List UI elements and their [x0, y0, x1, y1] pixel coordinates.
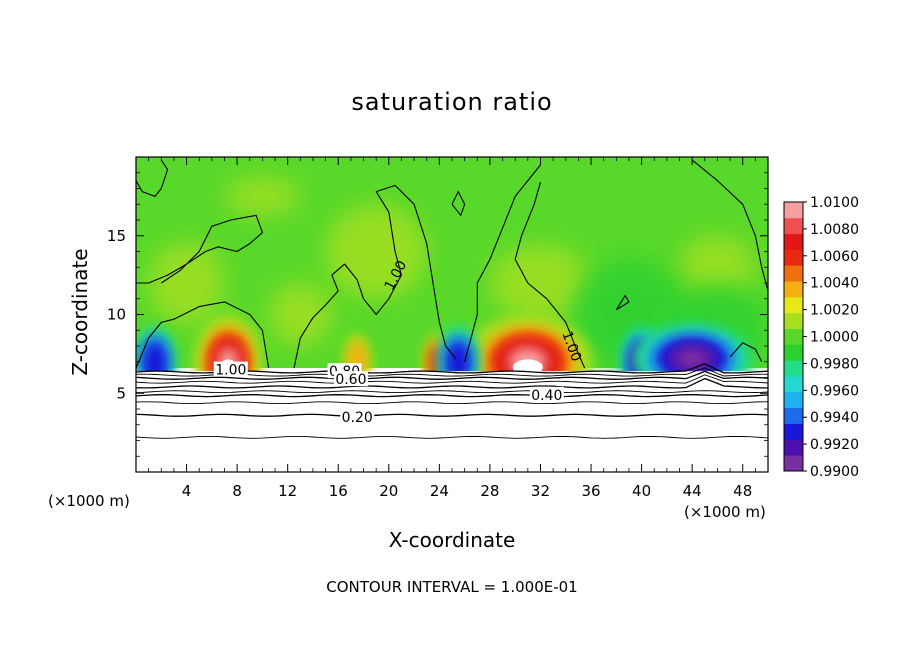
- field-patch: [679, 235, 756, 299]
- y-tick-label: 5: [116, 384, 126, 402]
- colorbar-swatch: [784, 328, 803, 345]
- contour-line-1.00: [514, 182, 586, 369]
- colorbar-tick-label: 1.0100: [810, 195, 859, 211]
- svg-text:0.60: 0.60: [335, 372, 366, 388]
- colorbar-tick-label: 1.0020: [810, 303, 859, 319]
- contour-line: [136, 435, 768, 439]
- colorbar-tick-label: 0.9980: [810, 356, 859, 372]
- contour-label: 0.20: [340, 408, 375, 426]
- contour-interval-note: CONTOUR INTERVAL = 1.000E-01: [326, 578, 578, 596]
- x-unit-label-left: (×1000 m): [48, 492, 130, 510]
- colorbar-tick-label: 1.0080: [810, 222, 859, 238]
- colorbar-swatch: [784, 407, 803, 424]
- x-tick-label: 16: [329, 482, 348, 500]
- field-patch: [325, 204, 427, 299]
- contour-line-1.00: [729, 342, 763, 363]
- colorbar-swatch: [784, 265, 803, 282]
- colorbar-swatch: [784, 281, 803, 298]
- contour-line: [136, 394, 768, 398]
- contour-line-1.00: [615, 295, 630, 311]
- contour-line-1.00: [464, 164, 541, 362]
- colorbar-tick-label: 0.9940: [810, 410, 859, 426]
- colorbar-tick-label: 0.9900: [810, 464, 859, 480]
- field-patch: [268, 283, 332, 346]
- contour-line: [136, 370, 768, 380]
- x-tick-label: 32: [531, 482, 550, 500]
- colorbar-swatch: [784, 202, 803, 219]
- colorbar-swatch: [784, 296, 803, 314]
- contour-line: [136, 401, 768, 405]
- colorbar-swatch: [784, 233, 803, 250]
- contour-line-1.00: [451, 191, 466, 216]
- y-tick-label: 10: [107, 306, 126, 324]
- colorbar-tick-label: 1.0000: [810, 330, 859, 346]
- colorbar-swatch: [784, 455, 803, 472]
- contour-label: 0.40: [529, 386, 564, 404]
- contour-line-1.00: [136, 159, 169, 197]
- x-tick-label: 4: [182, 482, 192, 500]
- colorbar-tick-label: 0.9960: [810, 383, 859, 399]
- colorbar-swatch: [784, 423, 803, 440]
- x-tick-label: 8: [232, 482, 242, 500]
- colorbar-swatch: [784, 360, 803, 377]
- colorbar-swatch: [784, 439, 803, 456]
- contour-label: 1.00: [213, 361, 248, 379]
- colorbar-tick-label: 1.0060: [810, 249, 859, 265]
- svg-text:0.20: 0.20: [342, 410, 373, 426]
- x-tick-label: 12: [278, 482, 297, 500]
- x-tick-label: 20: [379, 482, 398, 500]
- svg-text:0.40: 0.40: [531, 388, 562, 404]
- contour-label: 0.60: [333, 371, 368, 388]
- contour-line-1.00: [136, 301, 270, 369]
- colorbar-swatch: [784, 312, 803, 329]
- x-tick-label: 24: [430, 482, 449, 500]
- x-tick-label: 48: [733, 482, 752, 500]
- chart-title: saturation ratio: [351, 88, 553, 116]
- field-patch: [489, 245, 592, 321]
- svg-text:1.00: 1.00: [215, 363, 246, 379]
- field-patch: [224, 177, 301, 216]
- colorbar-swatch: [784, 391, 803, 409]
- contour-line-1.00: [293, 184, 457, 369]
- contour-line: [136, 374, 768, 384]
- colorbar-tick-label: 1.0040: [810, 276, 859, 292]
- field-patch: [148, 242, 225, 324]
- colorbar-swatch: [784, 217, 803, 235]
- contour-line: [136, 390, 768, 394]
- colorbar-swatch: [784, 249, 803, 266]
- y-tick-label: 15: [107, 227, 126, 245]
- colorbar-tick-label: 0.9920: [810, 437, 859, 453]
- subsaturation-cell: [674, 348, 710, 369]
- contour-line-1.00: [136, 214, 263, 284]
- x-tick-label: 28: [480, 482, 499, 500]
- x-tick-label: 36: [581, 482, 600, 500]
- x-tick-label: 40: [632, 482, 651, 500]
- x-unit-label-right: (×1000 m): [684, 503, 766, 521]
- x-axis-label: X-coordinate: [388, 528, 516, 552]
- colorbar-swatch: [784, 344, 803, 361]
- contour-line: [136, 377, 768, 389]
- colorbar-swatch: [784, 376, 803, 393]
- contour-line-1.00: [691, 159, 768, 292]
- contour-line: [136, 413, 768, 417]
- x-tick-label: 44: [683, 482, 702, 500]
